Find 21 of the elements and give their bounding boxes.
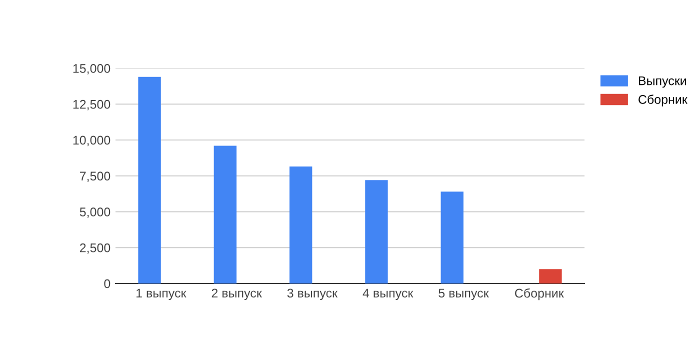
y-tick-label: 0 <box>104 279 110 288</box>
bar <box>214 146 237 284</box>
legend-label: Выпуски <box>638 76 686 88</box>
bar <box>539 269 562 284</box>
x-tick-label: 5 выпуск <box>438 288 489 300</box>
y-tick-label: 5,000 <box>80 208 110 218</box>
y-tick-label: 7,500 <box>80 172 110 182</box>
y-tick-label: 2,500 <box>80 243 110 254</box>
bar <box>138 76 161 284</box>
bar <box>289 166 312 284</box>
x-tick-label: 1 выпуск <box>136 288 186 300</box>
y-tick-label: 12,500 <box>73 100 110 110</box>
bar <box>440 192 464 284</box>
legend-label: Сборник <box>638 94 688 106</box>
bar <box>365 180 388 284</box>
x-tick-label: Сборник <box>515 288 564 300</box>
x-tick-label: 2 выпуск <box>212 288 262 300</box>
x-tick-label: 3 выпуск <box>287 288 338 300</box>
x-tick-label: 4 выпуск <box>362 288 414 300</box>
y-tick-label: 10,000 <box>73 136 110 146</box>
y-tick-label: 15,000 <box>73 64 110 74</box>
